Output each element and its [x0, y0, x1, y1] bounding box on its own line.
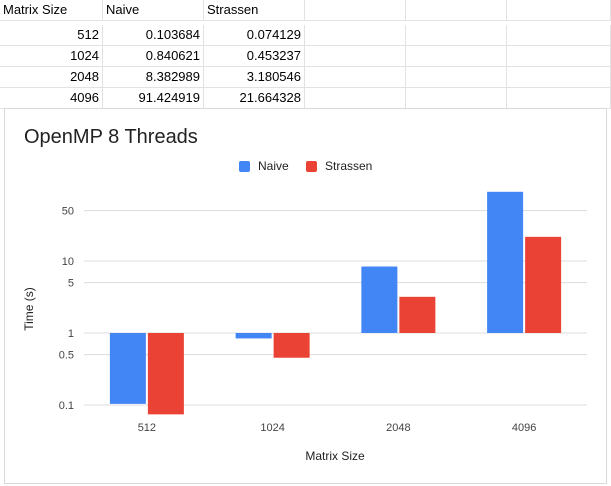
bar-strassen-2048 — [399, 296, 436, 333]
cell-matrix-size[interactable]: 1024 — [0, 46, 103, 67]
empty-cell[interactable] — [406, 88, 507, 109]
x-tick-label: 512 — [138, 422, 156, 434]
cell-strassen[interactable]: 3.180546 — [204, 67, 305, 88]
cell-strassen[interactable]: 0.453237 — [204, 46, 305, 67]
cell-matrix-size[interactable]: 2048 — [0, 67, 103, 88]
x-axis-title: Matrix Size — [305, 449, 365, 463]
bar-strassen-4096 — [525, 236, 562, 333]
x-tick-label: 1024 — [260, 422, 284, 434]
chart-title: OpenMP 8 Threads — [24, 126, 198, 148]
legend-label-naive: Naive — [258, 159, 289, 173]
y-tick-label: 5 — [68, 278, 74, 290]
x-tick-label: 2048 — [386, 422, 410, 434]
embedded-chart[interactable]: OpenMP 8 Threads Naive Strassen 0.1 0.5 1 5… — [4, 108, 607, 484]
legend-item-strassen[interactable]: Strassen — [306, 159, 372, 173]
empty-cell[interactable] — [305, 0, 406, 21]
empty-cell[interactable] — [305, 25, 406, 46]
legend-swatch-strassen — [306, 160, 317, 172]
data-row: 2048 8.382989 3.180546 — [0, 67, 611, 88]
chart-legend: Naive Strassen — [5, 159, 606, 177]
data-row: 1024 0.840621 0.453237 — [0, 46, 611, 67]
bar-naive-1024 — [235, 333, 272, 339]
legend-item-naive[interactable]: Naive — [239, 159, 289, 173]
y-tick-label: 0.1 — [59, 400, 74, 412]
y-axis-title: Time (s) — [22, 287, 36, 331]
cell-naive[interactable]: 0.103684 — [103, 25, 204, 46]
legend-swatch-naive — [239, 160, 250, 172]
y-tick-label: 10 — [62, 256, 74, 268]
header-row: Matrix Size Naive Strassen — [0, 0, 611, 21]
cell-strassen[interactable]: 0.074129 — [204, 25, 305, 46]
y-tick-label: 0.5 — [59, 350, 74, 362]
empty-cell[interactable] — [406, 0, 507, 21]
plot-area: 0.1 0.5 1 5 10 50 512 1024 2048 4096 Matrix Size Ti… — [22, 191, 587, 463]
cell-matrix-size[interactable]: 512 — [0, 25, 103, 46]
y-tick-label: 50 — [62, 206, 74, 218]
data-row: 4096 91.424919 21.664328 — [0, 88, 611, 109]
bar-strassen-512 — [147, 333, 184, 415]
x-tick-label: 4096 — [512, 422, 536, 434]
header-cell-strassen[interactable]: Strassen — [204, 0, 305, 21]
bar-strassen-1024 — [273, 333, 310, 358]
empty-cell[interactable] — [406, 67, 507, 88]
legend-label-strassen: Strassen — [325, 159, 373, 173]
empty-cell[interactable] — [507, 25, 611, 46]
cell-naive[interactable]: 8.382989 — [103, 67, 204, 88]
y-tick-label: 1 — [68, 328, 74, 340]
empty-cell[interactable] — [507, 88, 611, 109]
cell-naive[interactable]: 0.840621 — [103, 46, 204, 67]
empty-cell[interactable] — [507, 0, 611, 21]
bar-naive-512 — [109, 333, 146, 404]
empty-cell[interactable] — [305, 88, 406, 109]
header-cell-matrix-size[interactable]: Matrix Size — [0, 0, 103, 21]
empty-cell[interactable] — [507, 67, 611, 88]
empty-cell[interactable] — [305, 67, 406, 88]
cell-strassen[interactable]: 21.664328 — [204, 88, 305, 109]
bar-naive-4096 — [487, 191, 524, 333]
cell-naive[interactable]: 91.424919 — [103, 88, 204, 109]
empty-cell[interactable] — [406, 25, 507, 46]
header-cell-naive[interactable]: Naive — [103, 0, 204, 21]
empty-cell[interactable] — [406, 46, 507, 67]
empty-cell[interactable] — [305, 46, 406, 67]
cell-matrix-size[interactable]: 4096 — [0, 88, 103, 109]
data-row: 512 0.103684 0.074129 — [0, 25, 611, 46]
empty-cell[interactable] — [507, 46, 611, 67]
bar-naive-2048 — [361, 266, 398, 333]
